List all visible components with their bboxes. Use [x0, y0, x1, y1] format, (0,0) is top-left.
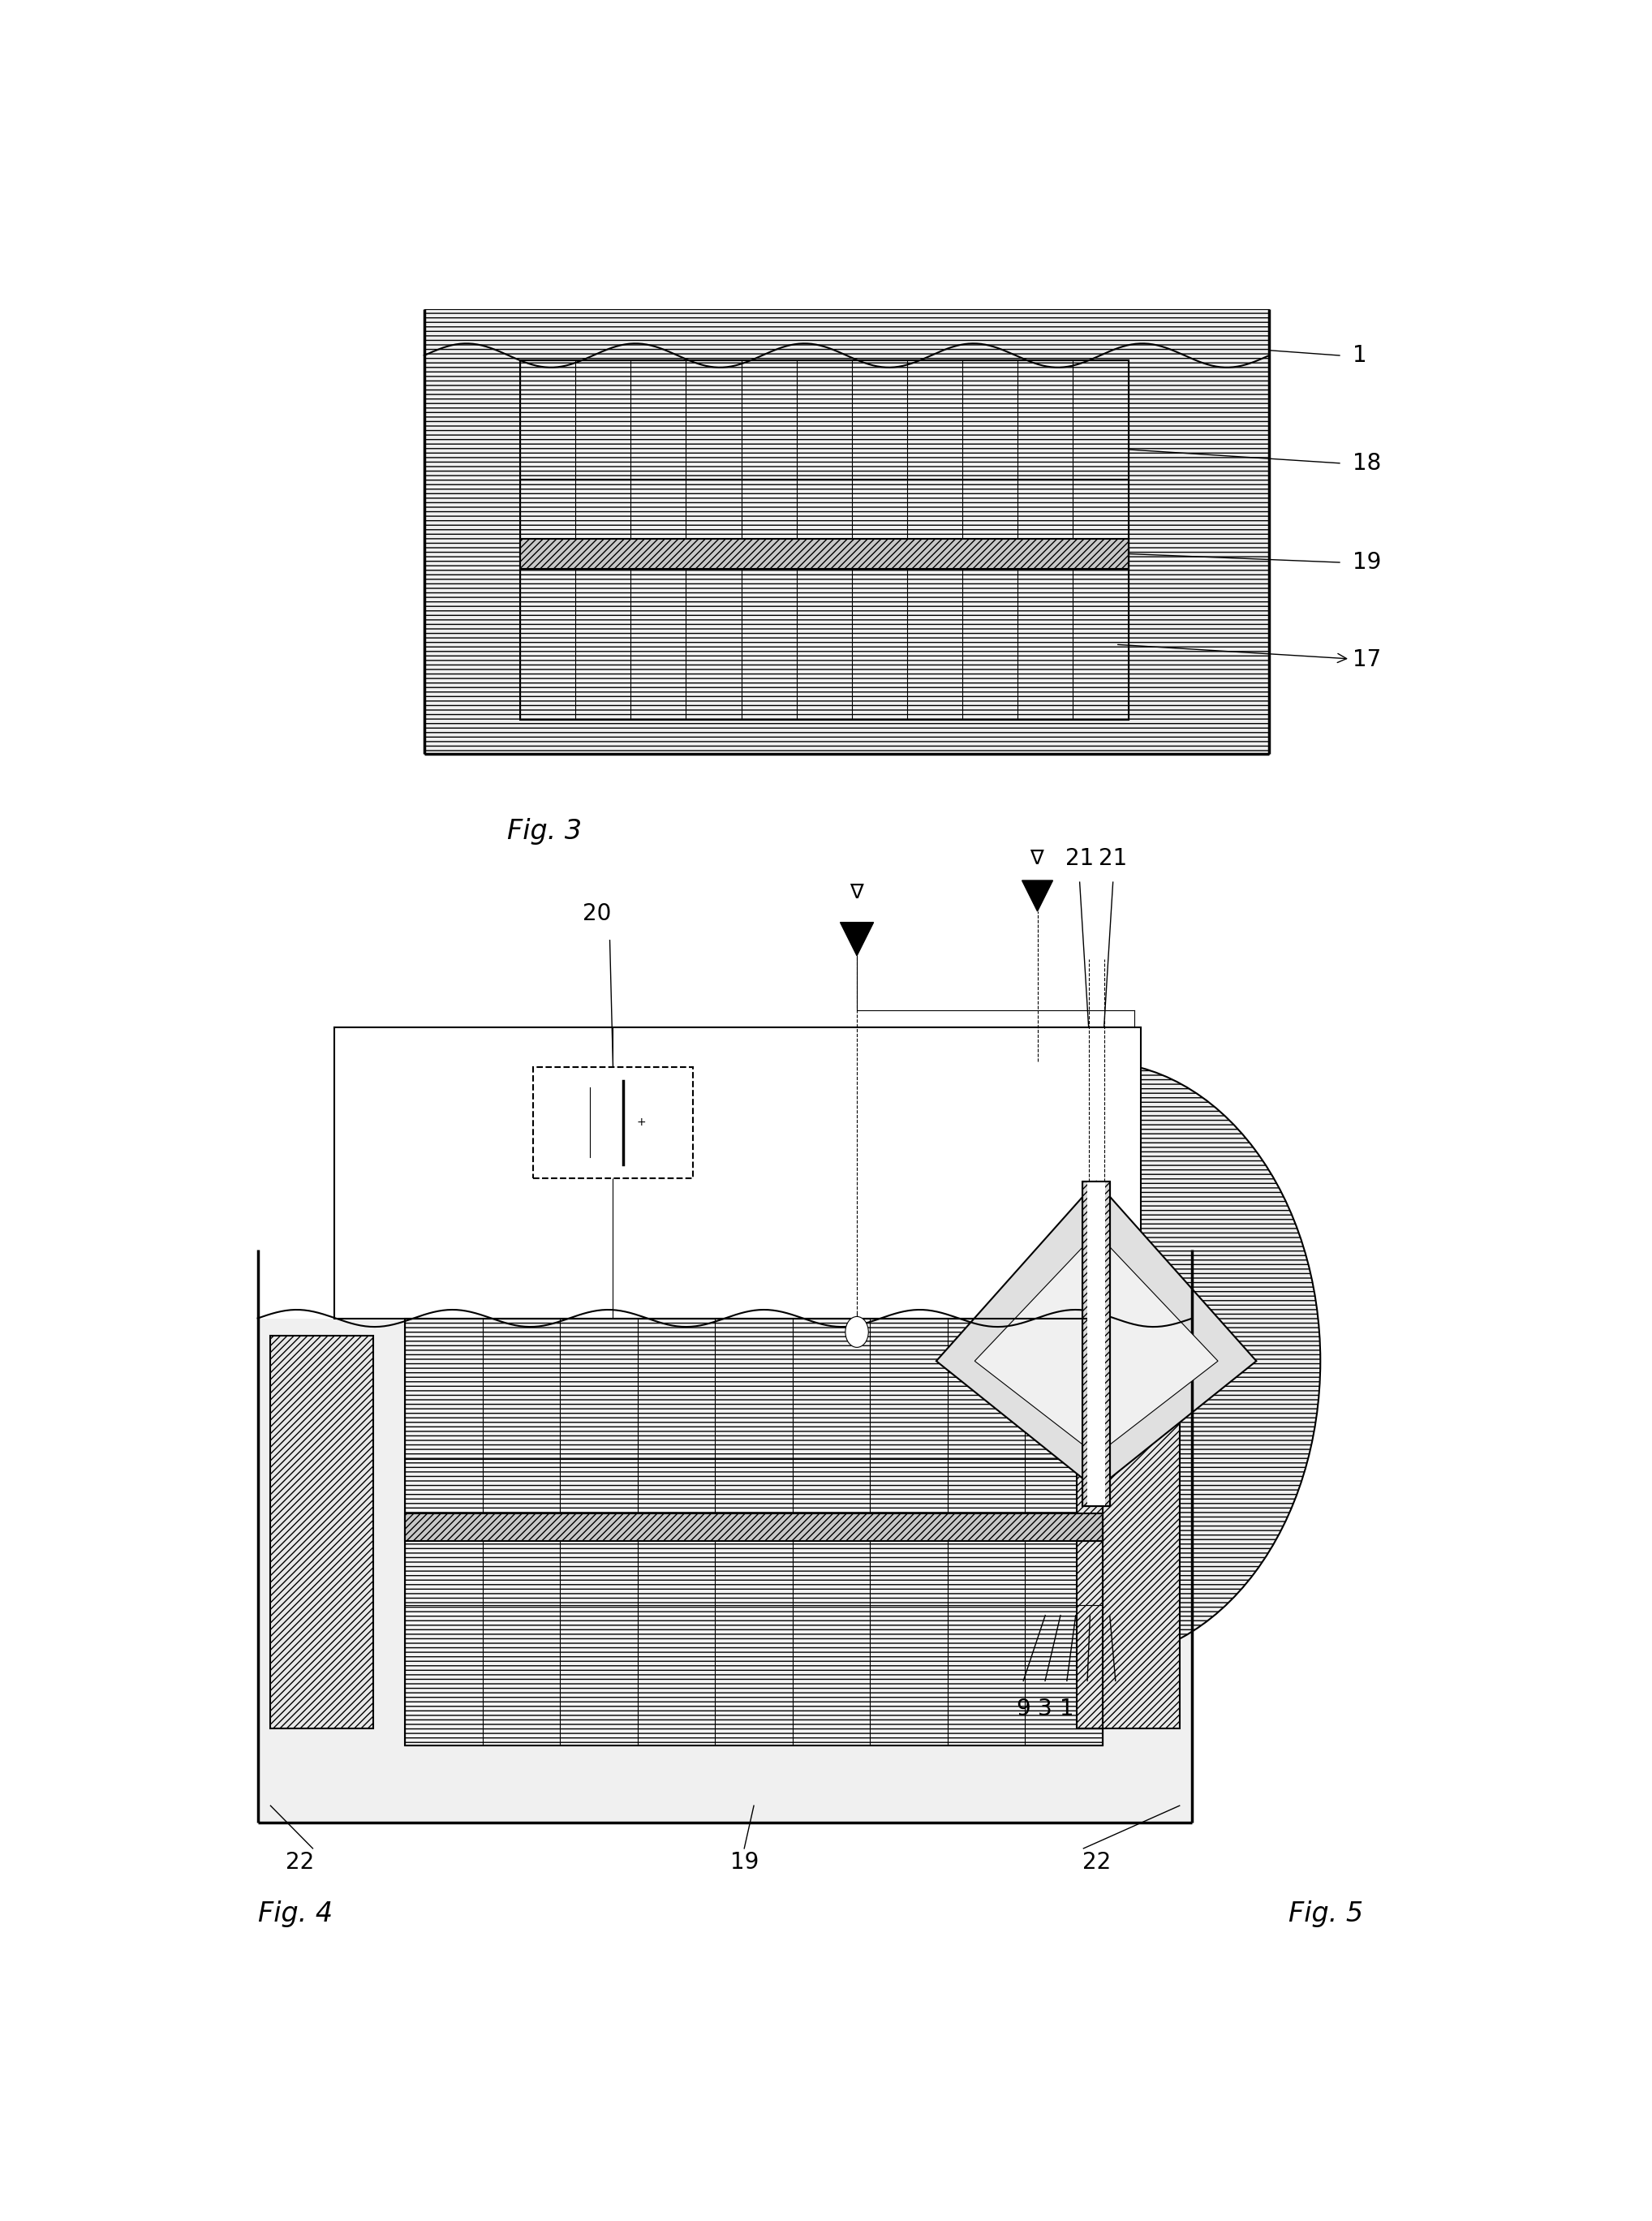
Text: 22: 22 — [286, 1850, 314, 1875]
Bar — [405, 1319, 1104, 1746]
Text: 1: 1 — [1353, 344, 1366, 366]
Text: $\nabla$: $\nabla$ — [849, 884, 864, 902]
Text: Fig. 4: Fig. 4 — [258, 1901, 332, 1928]
Polygon shape — [975, 1233, 1218, 1455]
Polygon shape — [841, 922, 874, 955]
Text: 9: 9 — [1016, 1697, 1031, 1721]
Bar — [1082, 1182, 1110, 1506]
Text: 3: 3 — [1037, 1697, 1052, 1721]
Text: 18: 18 — [1353, 451, 1381, 475]
Bar — [520, 537, 1128, 569]
Bar — [405, 1319, 1104, 1746]
Bar — [520, 360, 1128, 720]
Text: $\nabla$: $\nabla$ — [1029, 848, 1046, 868]
Bar — [334, 1028, 1142, 1319]
Text: 20: 20 — [583, 902, 611, 924]
Bar — [271, 1335, 373, 1728]
Bar — [1087, 1182, 1105, 1506]
Text: 21: 21 — [1066, 846, 1094, 871]
Bar — [1077, 1335, 1180, 1728]
Text: 19: 19 — [730, 1850, 758, 1875]
Text: 22: 22 — [1082, 1850, 1110, 1875]
Text: 1: 1 — [1059, 1697, 1074, 1721]
Text: Fig. 3: Fig. 3 — [507, 817, 582, 846]
Bar — [405, 1513, 1104, 1541]
Bar — [534, 1066, 694, 1177]
Text: 21: 21 — [1099, 846, 1127, 871]
Bar — [258, 1319, 1193, 1823]
Circle shape — [846, 1317, 869, 1348]
Polygon shape — [937, 1182, 1256, 1490]
Text: 19: 19 — [1353, 551, 1381, 573]
Text: 2: 2 — [1080, 1697, 1095, 1721]
Text: 17: 17 — [1118, 644, 1381, 671]
Bar — [520, 360, 1128, 720]
Circle shape — [872, 1062, 1320, 1661]
Text: 10: 10 — [1102, 1697, 1130, 1721]
Polygon shape — [1023, 880, 1052, 911]
Bar — [425, 309, 1269, 753]
Text: Fig. 5: Fig. 5 — [1289, 1901, 1363, 1928]
Text: +: + — [636, 1117, 646, 1128]
